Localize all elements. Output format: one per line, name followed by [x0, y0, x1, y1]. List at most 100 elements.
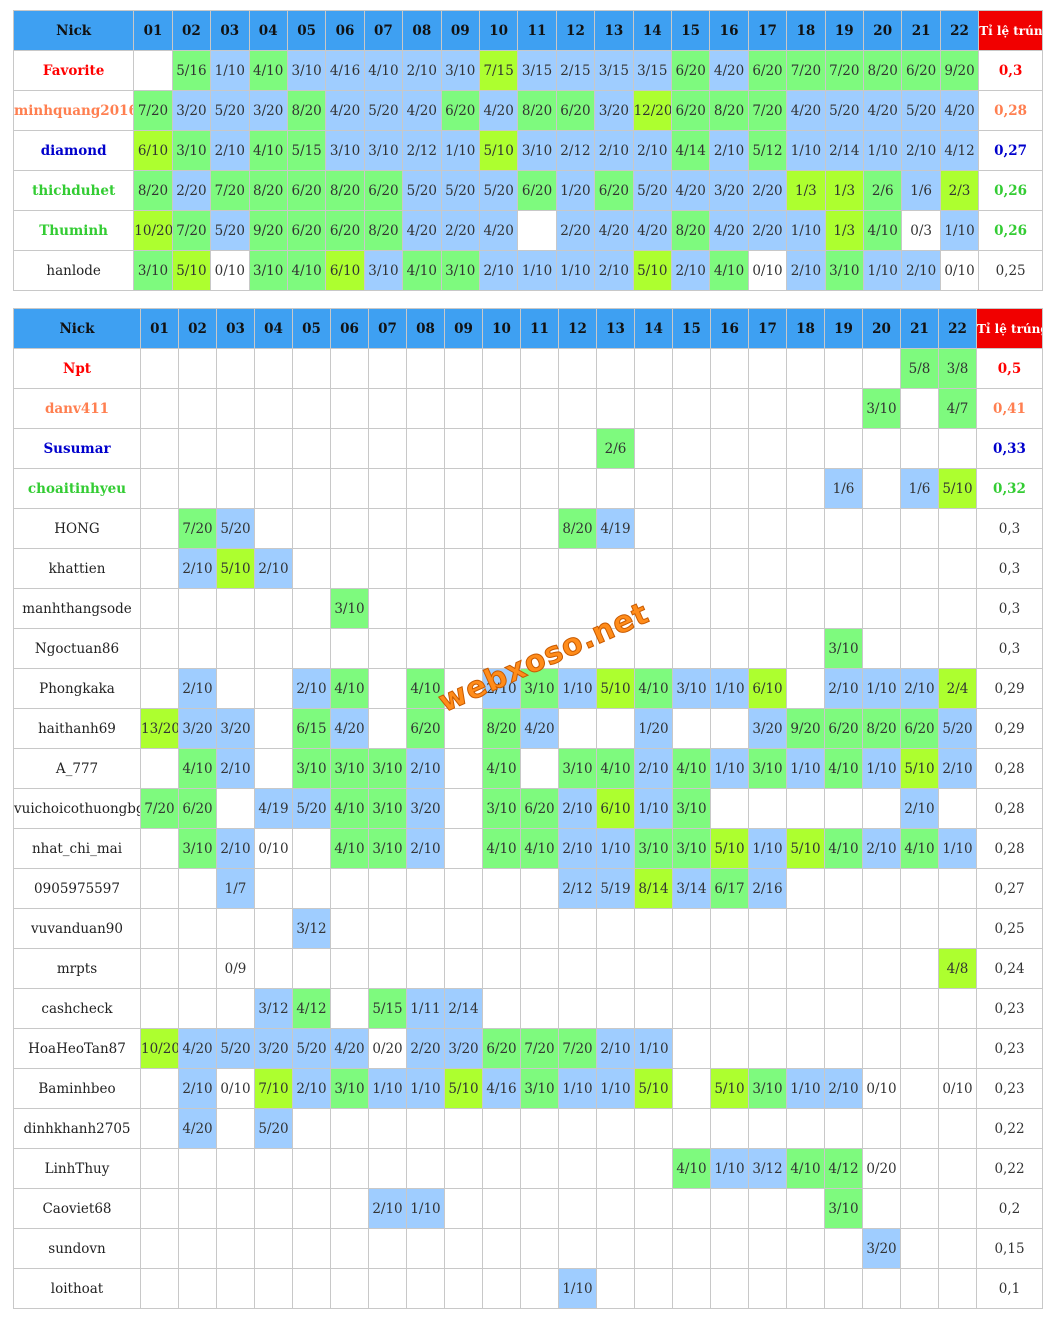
header-day-07: 07 [368, 308, 407, 349]
score-cell [444, 828, 483, 869]
score-cell [900, 868, 939, 909]
score-cell: 6/10 [325, 250, 365, 291]
score-cell [517, 210, 557, 251]
score-cell [140, 628, 179, 669]
score-cell: 3/10 [824, 250, 865, 291]
score-cell: 4/10 [406, 668, 445, 709]
score-cell [748, 628, 787, 669]
score-cell [900, 508, 939, 549]
score-cell [330, 1108, 369, 1149]
score-cell [368, 348, 407, 389]
score-cell [216, 908, 255, 949]
score-cell [140, 1148, 179, 1189]
score-cell [710, 1228, 749, 1269]
nick-cell: loithoat [13, 1268, 141, 1309]
score-cell [254, 708, 293, 749]
header-day-14: 14 [632, 10, 672, 51]
score-cell: 5/20 [210, 90, 250, 131]
score-cell: 6/20 [670, 90, 711, 131]
score-cell [520, 908, 559, 949]
score-cell [862, 1268, 901, 1309]
score-cell [596, 1228, 635, 1269]
table-row: dinhkhanh2705 4/20 5/20 0,22 [13, 1108, 1043, 1149]
header-nick: Nick [13, 308, 141, 349]
score-cell: 1/3 [824, 210, 865, 251]
score-cell [140, 948, 179, 989]
nick-cell: A_777 [13, 748, 141, 789]
score-cell: 4/20 [330, 1028, 369, 1069]
score-cell: 3/10 [517, 130, 557, 171]
score-cell [558, 588, 597, 629]
score-cell [140, 548, 179, 589]
header-day-20: 20 [862, 308, 901, 349]
score-cell: 7/20 [786, 50, 826, 91]
score-cell [140, 468, 179, 509]
score-cell [368, 868, 407, 909]
header-day-02: 02 [178, 308, 217, 349]
score-cell [216, 1188, 255, 1229]
score-cell [216, 988, 255, 1029]
score-cell [368, 708, 407, 749]
score-cell: 4/8 [938, 948, 977, 989]
score-cell: 2/10 [216, 828, 255, 869]
score-cell [938, 1188, 977, 1229]
table-row: nhat_chi_mai 3/10 2/10 0/10 4/10 3/10 2/10 4/10… [13, 828, 1043, 869]
score-cell: 9/20 [248, 210, 288, 251]
score-cell [558, 1108, 597, 1149]
score-cell: 3/10 [862, 388, 901, 429]
score-cell: 3/12 [292, 908, 331, 949]
score-cell [900, 1148, 939, 1189]
score-cell [900, 1028, 939, 1069]
score-cell: 2/14 [824, 130, 865, 171]
score-cell [482, 1108, 521, 1149]
score-cell: 1/6 [900, 468, 939, 509]
score-cell [482, 1228, 521, 1269]
score-cell: 0/9 [216, 948, 255, 989]
score-cell [520, 508, 559, 549]
score-cell [216, 348, 255, 389]
score-cell: 4/10 [330, 828, 369, 869]
score-cell: 6/20 [747, 50, 788, 91]
score-cell [520, 468, 559, 509]
score-cell: 1/10 [786, 1068, 825, 1109]
score-cell [178, 868, 217, 909]
header-day-13: 13 [594, 10, 634, 51]
score-cell: 1/10 [210, 50, 250, 91]
score-cell [216, 668, 255, 709]
score-cell [938, 908, 977, 949]
score-cell: 5/20 [292, 788, 331, 829]
score-cell [482, 908, 521, 949]
score-cell [482, 468, 521, 509]
ranking-table-top: Nick 01 02 03 04 05 06 07 08 09 10 11 12 13 14 15 16 17 18… [12, 10, 1043, 291]
score-cell [748, 788, 787, 829]
score-cell [900, 1108, 939, 1149]
score-cell [824, 428, 863, 469]
score-cell [444, 948, 483, 989]
score-cell: 6/20 [286, 210, 327, 251]
rate-cell: 0,3 [978, 50, 1043, 91]
score-cell: 4/16 [325, 50, 365, 91]
score-cell [900, 988, 939, 1029]
score-cell [710, 548, 749, 589]
score-cell [444, 588, 483, 629]
score-cell [748, 1188, 787, 1229]
score-cell: 2/10 [632, 130, 672, 171]
rate-cell: 0,3 [976, 548, 1043, 589]
rate-cell: 0,3 [976, 508, 1043, 549]
score-cell [178, 948, 217, 989]
score-cell: 1/10 [555, 250, 596, 291]
score-cell: 0/10 [216, 1068, 255, 1109]
score-cell [482, 508, 521, 549]
score-cell [254, 388, 293, 429]
score-cell [900, 1268, 939, 1309]
score-cell: 5/10 [938, 468, 977, 509]
score-cell [520, 1108, 559, 1149]
header-day-03: 03 [210, 10, 250, 51]
score-cell [786, 948, 825, 989]
score-cell: 2/10 [594, 250, 634, 291]
score-cell: 3/20 [862, 1228, 901, 1269]
header-day-06: 06 [330, 308, 369, 349]
score-cell: 4/19 [254, 788, 293, 829]
nick-cell: Npt [13, 348, 141, 389]
header-day-22: 22 [939, 10, 980, 51]
